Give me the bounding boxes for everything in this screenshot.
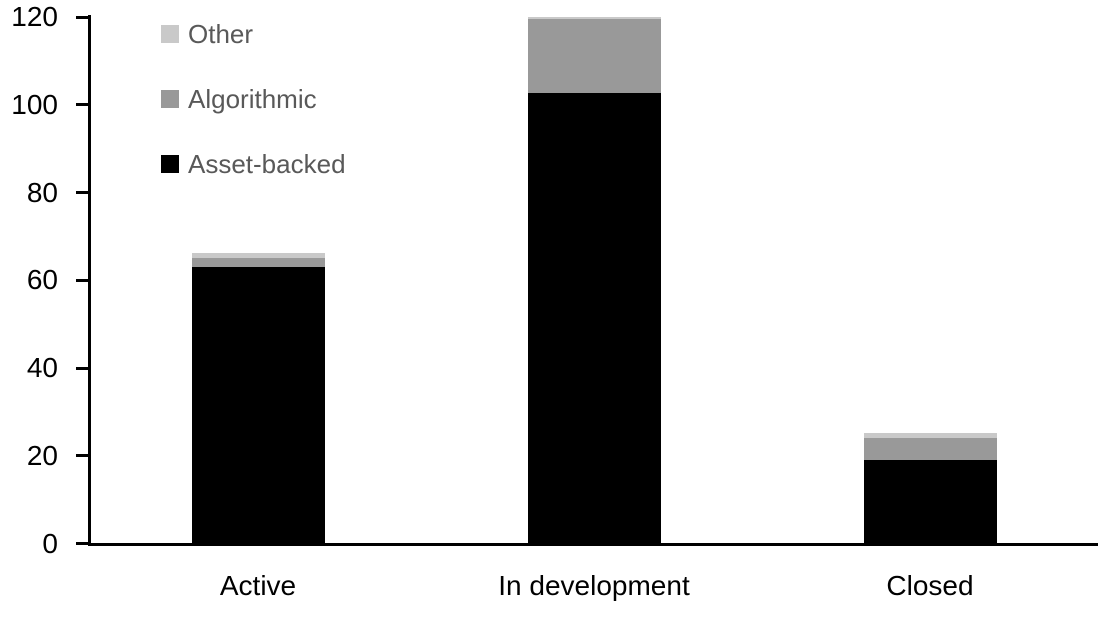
legend-label: Other: [188, 19, 254, 49]
legend-label: Asset-backed: [188, 149, 346, 179]
bar-in-development: [527, 16, 661, 543]
x-category-label: In development: [498, 570, 690, 601]
bar-segment-asset-backed: [527, 93, 661, 543]
bar-segment-other: [191, 253, 325, 258]
bar-active: [191, 253, 325, 543]
y-tick: [76, 278, 89, 282]
legend-item-other: Other: [161, 19, 346, 49]
bar-segment-other: [863, 433, 997, 438]
bar-segment-asset-backed: [863, 459, 997, 543]
legend-item-asset-backed: Asset-backed: [161, 149, 346, 179]
y-tick-label: 20: [26, 439, 58, 471]
y-tick: [76, 454, 89, 458]
legend-swatch-icon: [161, 90, 179, 108]
legend-swatch-icon: [161, 155, 179, 173]
bar-closed: [863, 433, 997, 543]
y-tick: [76, 542, 89, 545]
y-tick-label: 40: [26, 352, 58, 383]
bar-segment-other: [527, 16, 661, 19]
legend-swatch-icon: [161, 25, 179, 43]
x-category-label: Active: [219, 570, 297, 601]
bar-segment-algorithmic: [191, 257, 325, 267]
legend-label: Algorithmic: [188, 84, 317, 114]
y-tick: [76, 191, 89, 194]
x-category-label: Closed: [886, 570, 974, 601]
legend: Other Algorithmic Asset-backed: [161, 19, 346, 179]
y-tick: [76, 103, 89, 107]
y-tick-label: 100: [11, 88, 58, 120]
bar-segment-asset-backed: [191, 266, 325, 543]
y-tick-label: 60: [26, 264, 58, 296]
y-axis-line: [88, 15, 91, 546]
legend-item-algorithmic: Algorithmic: [161, 84, 346, 114]
plot-area: [90, 16, 1098, 543]
y-tick-label: 0: [42, 527, 58, 559]
bar-segment-algorithmic: [527, 18, 661, 94]
y-tick: [76, 15, 89, 19]
bar-segment-algorithmic: [863, 437, 997, 460]
y-tick-label: 120: [11, 1, 58, 32]
x-axis-line: [88, 543, 1098, 546]
y-tick-label: 80: [26, 176, 58, 208]
y-tick: [76, 366, 89, 370]
